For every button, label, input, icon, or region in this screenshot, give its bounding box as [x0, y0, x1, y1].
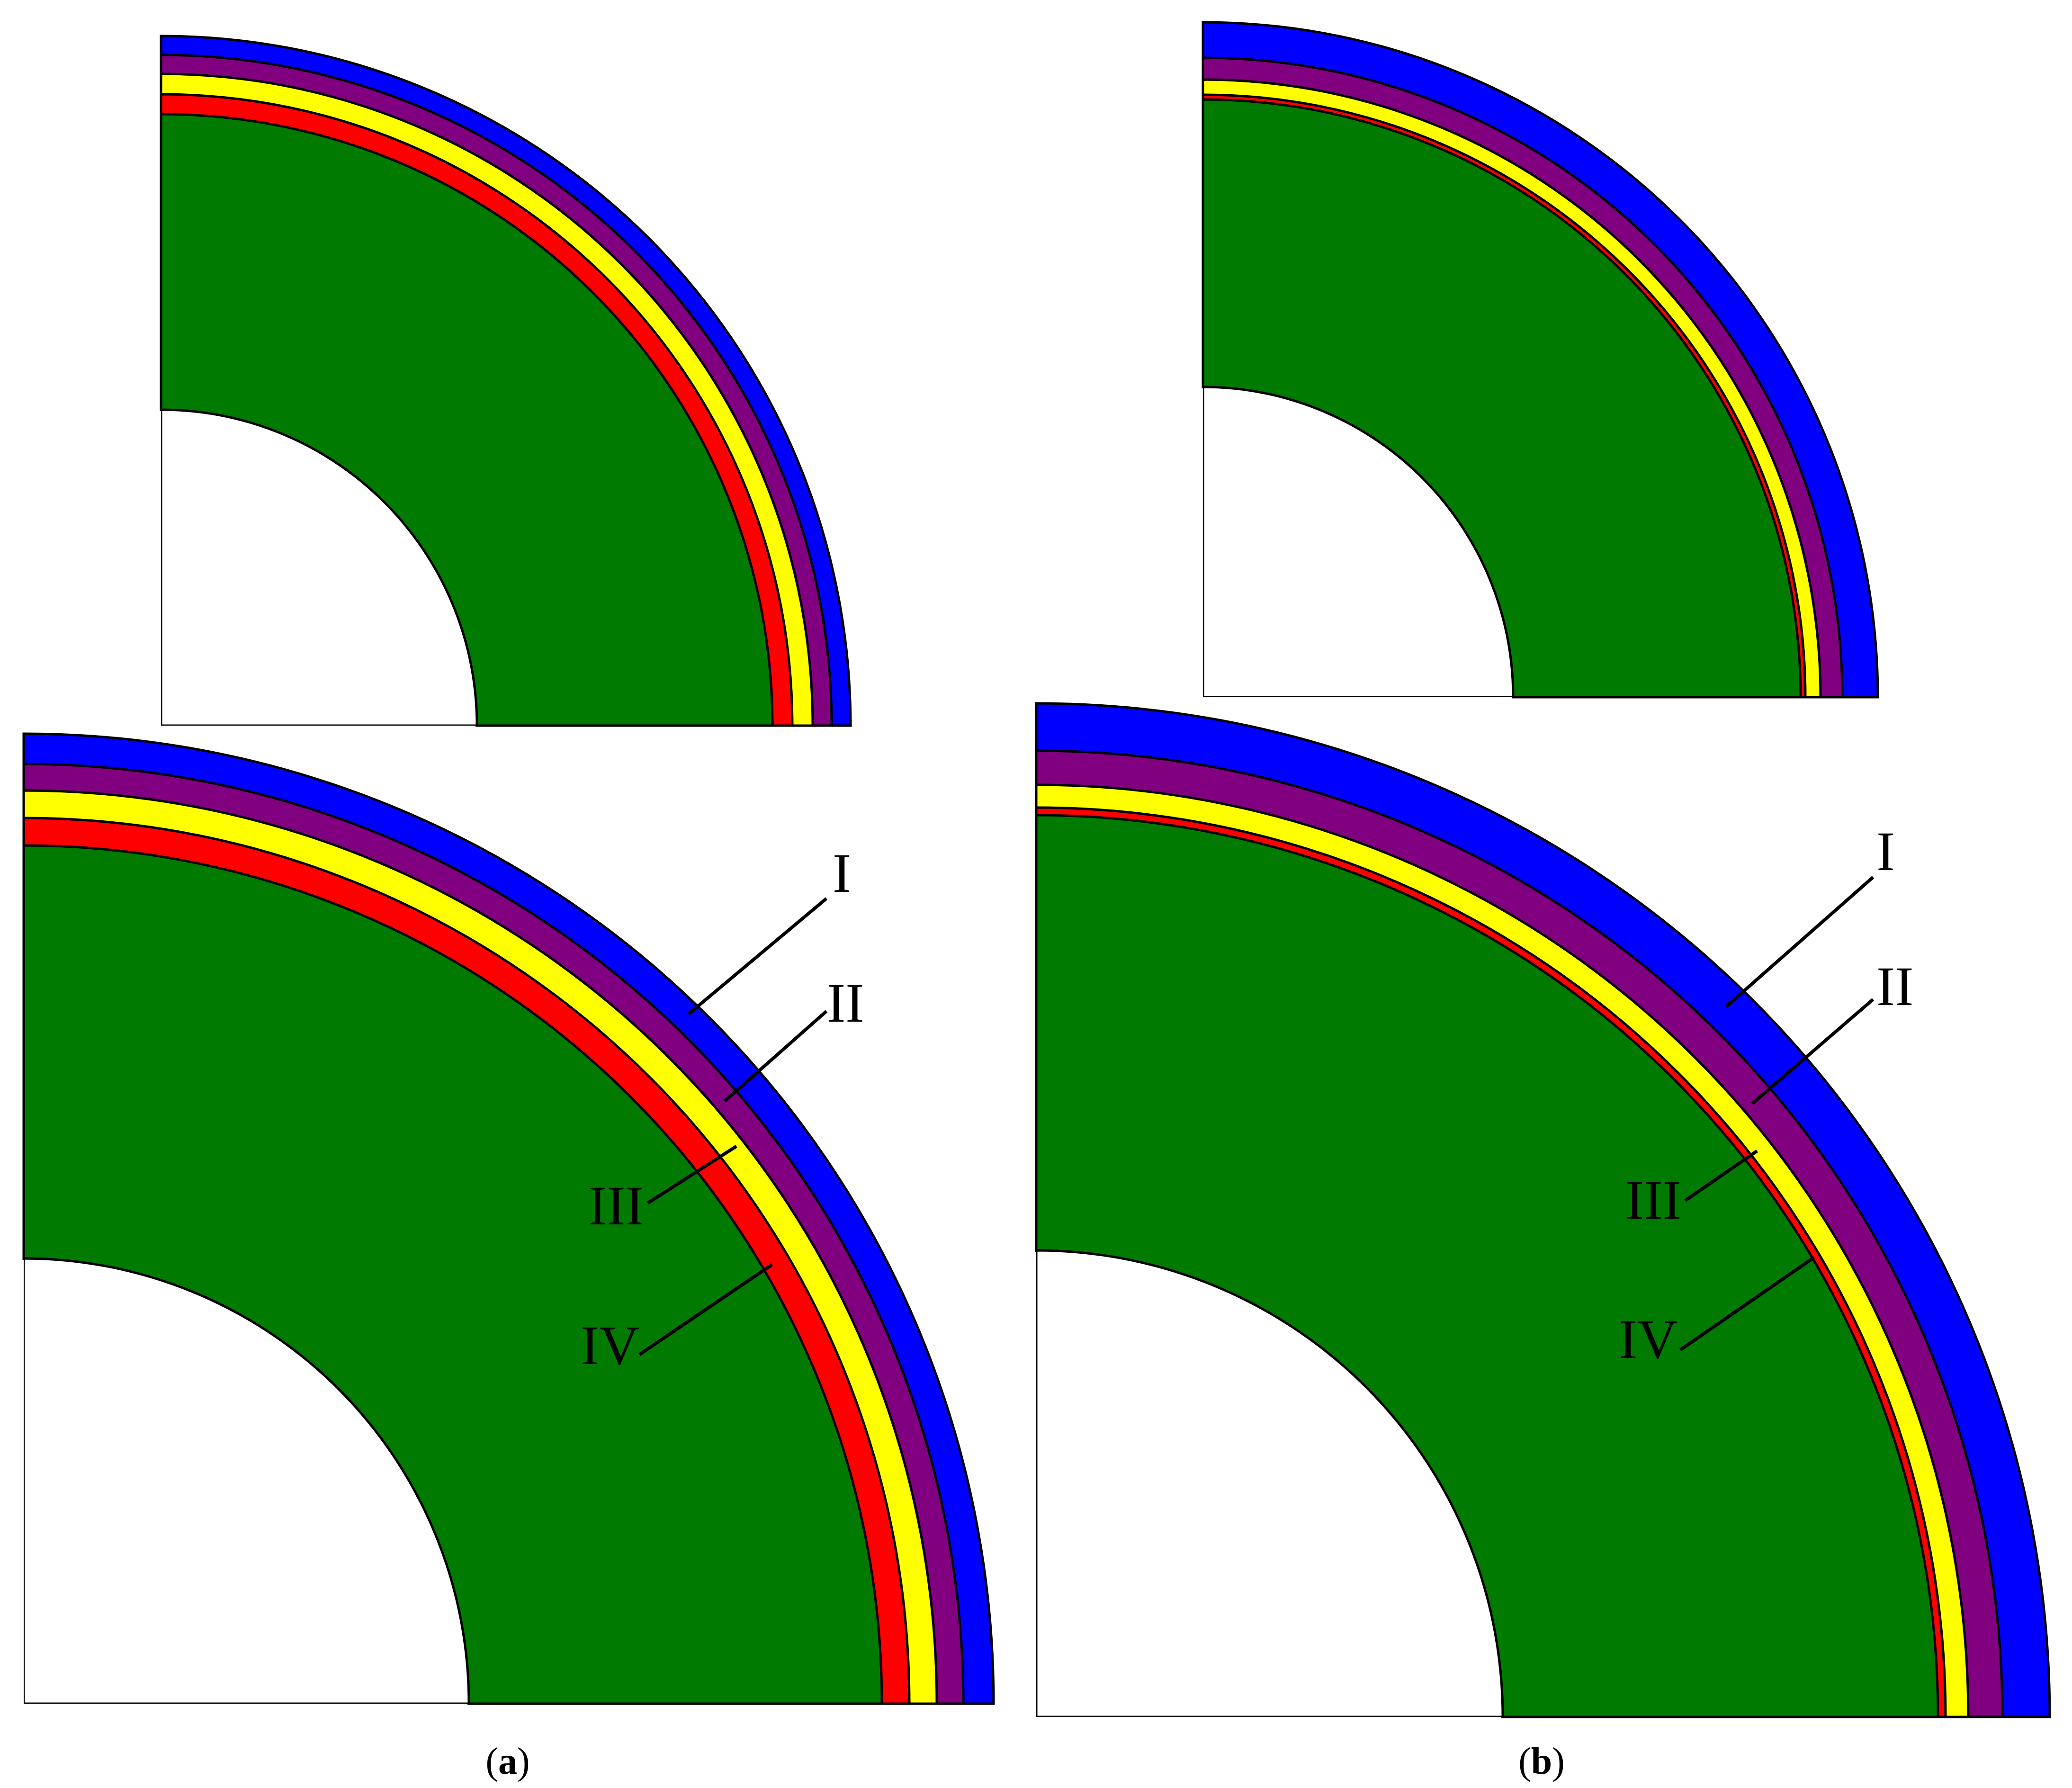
panel-a-top-inner-hole — [160, 408, 478, 727]
panel-b-leader-ii — [1751, 998, 1875, 1105]
panel-a-leader-iv — [638, 1263, 773, 1356]
panel-b-bottom-hole-edge-mask — [1032, 1252, 1036, 1718]
panel-b-top-quarter-ring — [1199, 21, 1879, 701]
panel-b-leader-iv — [1679, 1256, 1815, 1351]
panel-b-top-hole-bottom-mask — [1202, 697, 1512, 701]
panel-b-top-hole-edge-mask — [1199, 388, 1203, 699]
panel-b-label-iii: III — [1625, 1169, 1681, 1231]
panel-b-leader-i — [1725, 876, 1875, 1008]
panel-a-leader-ii — [723, 1010, 828, 1103]
panel-a-bottom-hole-bottom-mask — [22, 1704, 467, 1707]
panel-b-label-iv: IV — [1619, 1308, 1678, 1370]
panel-b-bottom-inner-hole — [1035, 1249, 1504, 1718]
panel-a-bottom-hole-edge-mask — [20, 1260, 24, 1705]
panel-a-label-iv: IV — [581, 1314, 640, 1376]
panel-a-callouts: I II III IV — [581, 842, 864, 1376]
panel-a-label-iii: III — [588, 1175, 644, 1237]
panel-a-caption: (a) — [485, 1741, 529, 1782]
panel-b: I II III IV (b) — [1032, 21, 2051, 1782]
panel-a-label-ii: II — [827, 972, 864, 1034]
panel-b-bottom-quarter-ring — [1032, 702, 2051, 1721]
panel-a-leader-i — [688, 897, 828, 1015]
panel-b-top-inner-hole — [1202, 386, 1515, 699]
panel-a-top-hole-bottom-mask — [160, 726, 475, 729]
panel-b-bottom-hole-bottom-mask — [1035, 1717, 1501, 1721]
panel-a-top-hole-edge-mask — [157, 411, 161, 727]
panel-a-leader-iii — [647, 1145, 737, 1204]
panel-a-label-i: I — [833, 842, 851, 904]
panel-b-label-i: I — [1876, 820, 1895, 882]
panel-a: I II III IV (a) — [20, 35, 995, 1782]
panel-a-top-quarter-ring — [157, 35, 852, 729]
panel-a-bottom-inner-hole — [22, 1257, 470, 1705]
panel-b-caption: (b) — [1518, 1741, 1565, 1782]
panel-a-bottom-quarter-ring — [20, 732, 995, 1707]
panel-b-label-ii: II — [1876, 955, 1914, 1017]
panel-b-leader-iii — [1684, 1150, 1758, 1202]
panel-b-callouts: I II III IV — [1619, 820, 1914, 1370]
